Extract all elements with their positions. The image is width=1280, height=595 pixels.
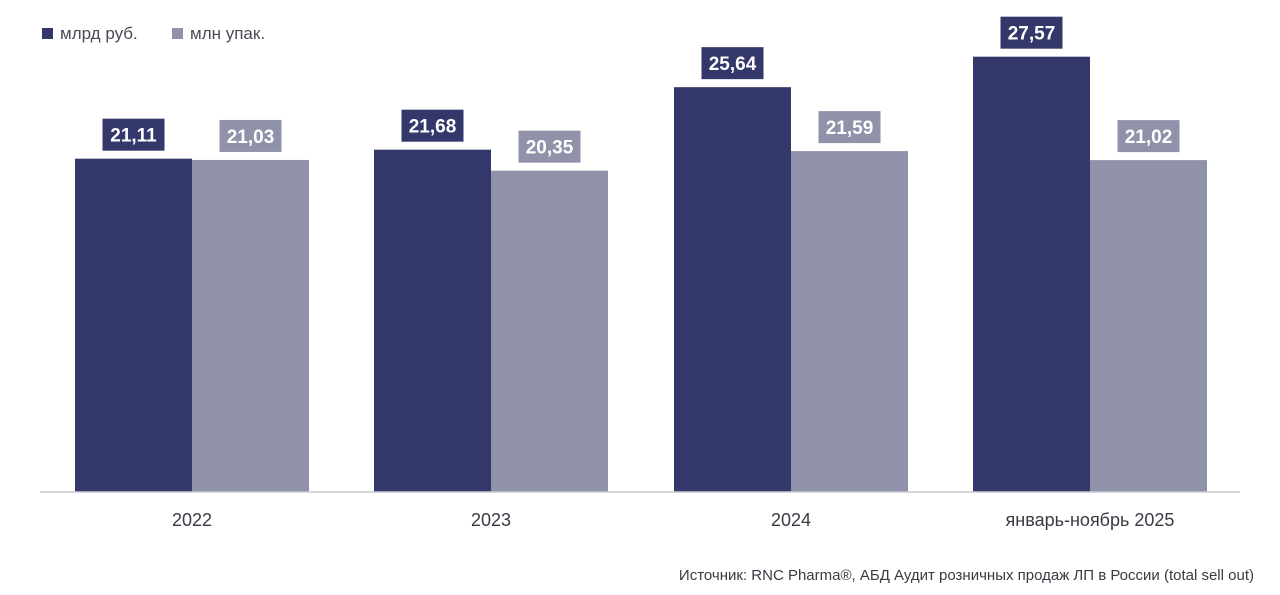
bar-rub-0 — [75, 158, 192, 492]
value-label-box-1-0 — [219, 119, 282, 152]
x-tick-label-0: 2022 — [172, 510, 212, 530]
x-tick-labels: 2022 2023 2024 январь-ноябрь 2025 — [172, 510, 1174, 530]
value-label-box-0-0 — [102, 118, 165, 151]
value-label-box-1-2 — [818, 111, 881, 144]
value-label-0-1: 21,68 — [409, 117, 457, 138]
source-note: Источник: RNC Pharma®, АБД Аудит розничн… — [679, 567, 1254, 584]
bar-rub-1 — [374, 149, 491, 492]
value-label-0-2: 25,64 — [709, 54, 757, 75]
value-label-1-3: 21,02 — [1125, 127, 1173, 148]
value-label-1-2: 21,59 — [826, 118, 874, 139]
bar-pack-3 — [1090, 160, 1207, 492]
legend: млрд руб. млн упак. — [42, 24, 265, 43]
value-label-1-1: 20,35 — [526, 138, 574, 159]
value-label-1-0: 21,03 — [227, 127, 275, 148]
legend-swatch-0 — [42, 28, 53, 39]
x-tick-label-1: 2023 — [471, 510, 511, 530]
bars: 21,11 21,03 21,68 20,35 25,64 21,59 27,57 21,02 — [75, 16, 1207, 493]
x-tick-label-2: 2024 — [771, 510, 811, 530]
bar-pack-1 — [491, 170, 608, 492]
legend-swatch-1 — [172, 28, 183, 39]
bar-pack-0 — [192, 159, 309, 492]
bar-rub-2 — [674, 87, 791, 492]
value-label-0-0: 21,11 — [110, 126, 157, 147]
x-tick-label-3: январь-ноябрь 2025 — [1006, 510, 1175, 530]
value-label-box-0-2 — [701, 47, 764, 80]
value-label-0-3: 27,57 — [1008, 24, 1056, 45]
bar-rub-3 — [973, 56, 1090, 493]
legend-label-1: млн упак. — [190, 24, 265, 43]
bar-pack-2 — [791, 151, 908, 492]
value-label-box-0-3 — [1000, 16, 1063, 49]
value-label-box-1-3 — [1117, 120, 1180, 153]
value-label-box-0-1 — [401, 109, 464, 142]
legend-label-0: млрд руб. — [60, 24, 138, 43]
value-label-box-1-1 — [518, 130, 581, 163]
